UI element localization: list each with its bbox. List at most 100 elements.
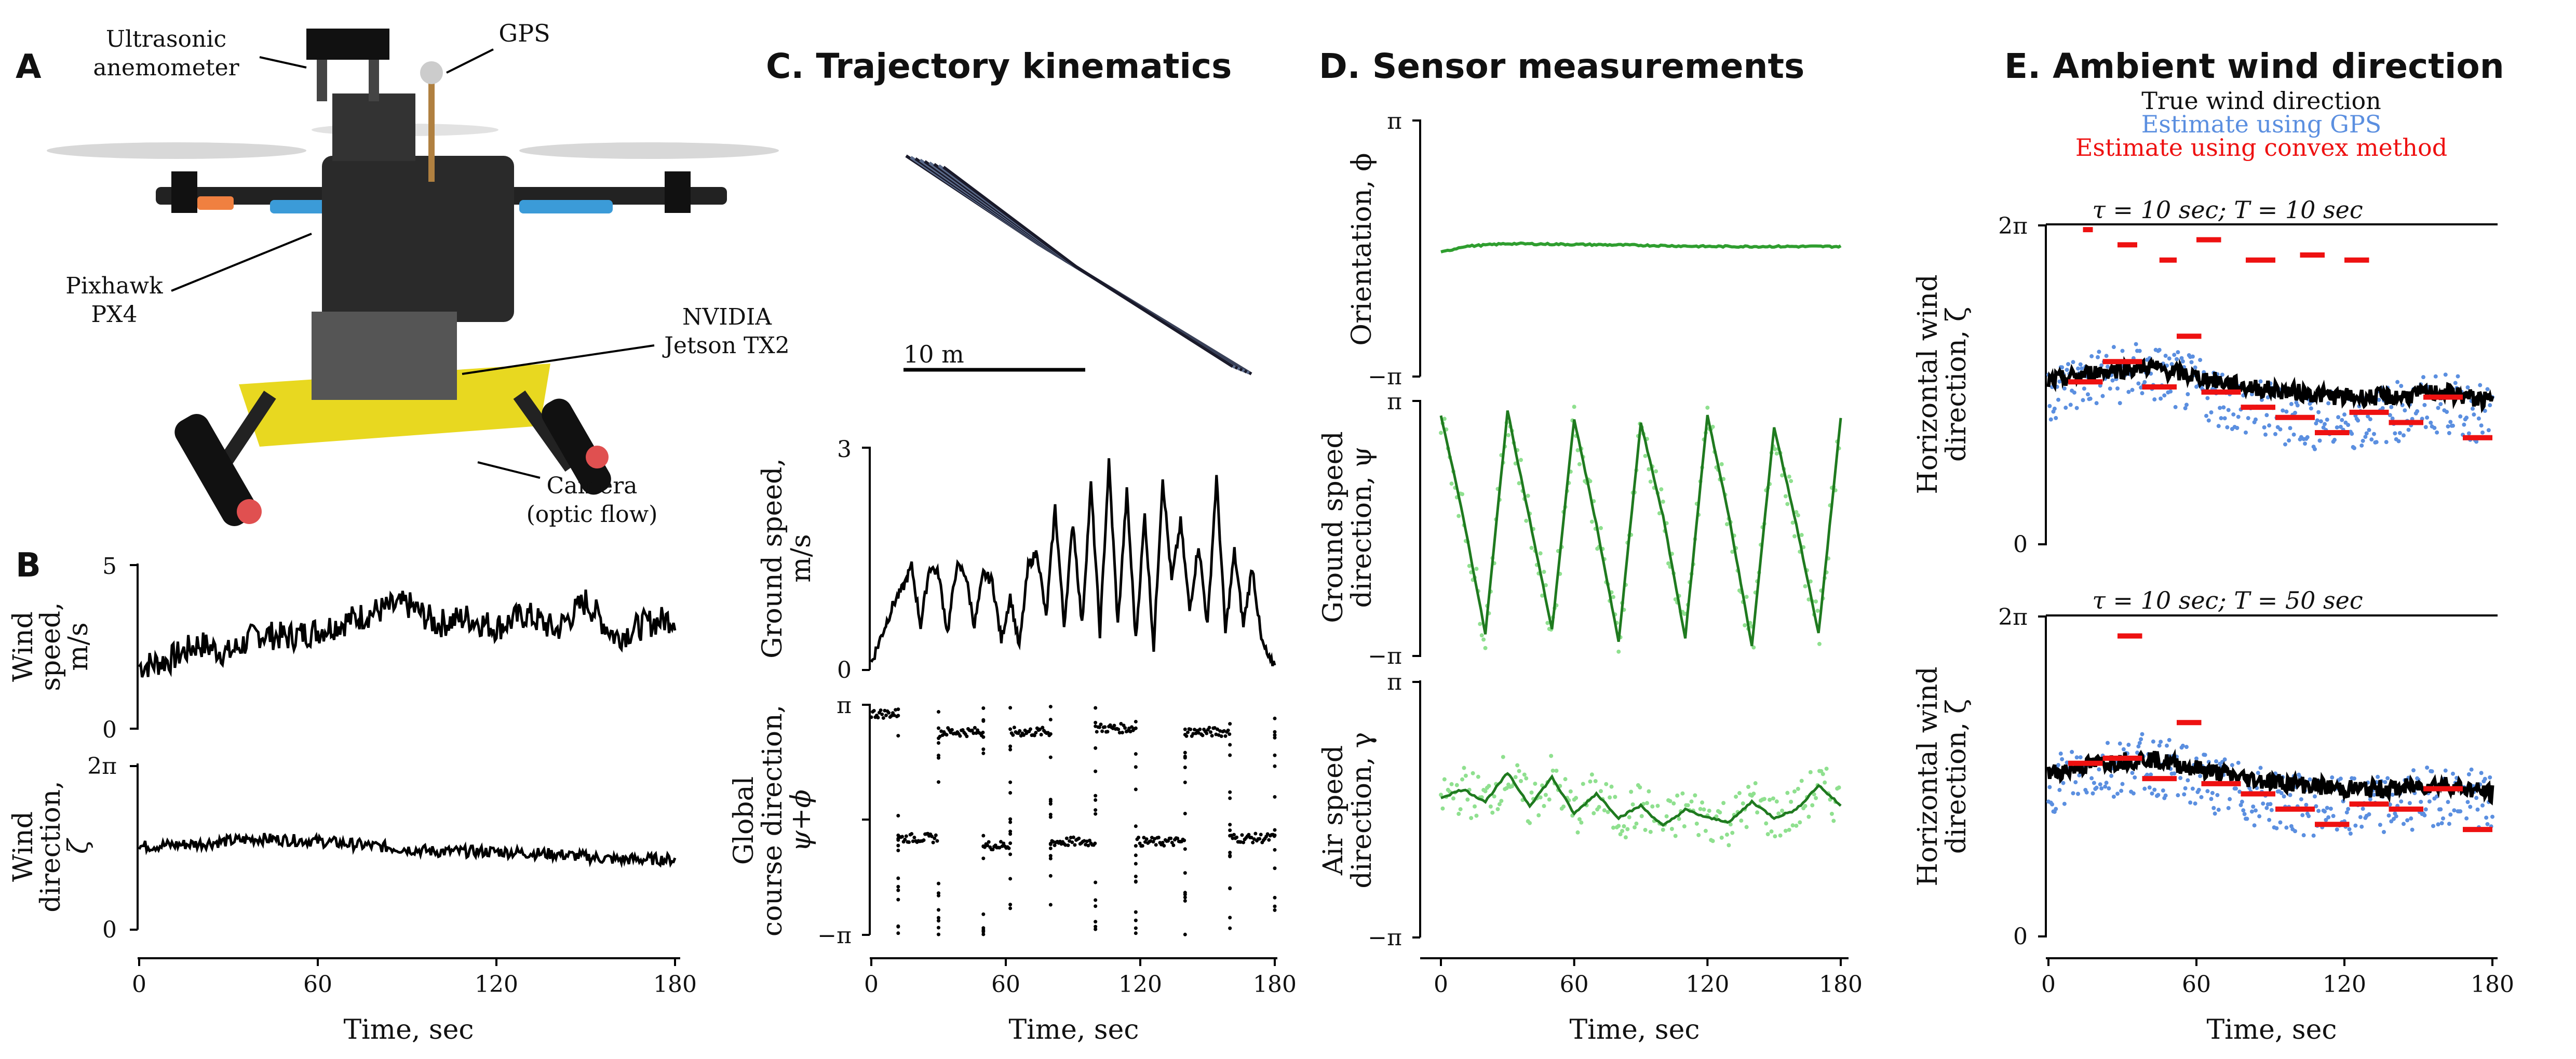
top-gps-dot <box>2189 360 2194 365</box>
course-dot <box>1119 722 1123 726</box>
bottom-gps-dot <box>2256 771 2260 775</box>
course-dot <box>1134 853 1138 857</box>
air-dir-raw-dot <box>1794 823 1799 828</box>
top-gps-dot <box>2100 394 2105 398</box>
course-dot <box>1094 920 1098 924</box>
bottom-gps-dot <box>2226 806 2231 810</box>
course-dot <box>911 839 915 843</box>
wind-speed-plot: 0 5 Wind speed, m/s <box>8 553 677 743</box>
air-dir-raw-dot <box>1483 789 1488 794</box>
top-gps-dot <box>2406 427 2411 432</box>
panel-b-xtick-120: 120 <box>475 971 518 998</box>
top-convex-estimate <box>2068 227 2492 440</box>
panel-e-xtick-0: 0 <box>2041 971 2056 998</box>
course-dot <box>1094 769 1098 773</box>
top-gps-dot <box>2082 386 2086 391</box>
air-dir-raw-dot <box>1771 796 1775 801</box>
course-dot <box>1039 733 1043 737</box>
course-dot <box>1228 722 1232 726</box>
air-dir-raw-dot <box>1751 792 1756 796</box>
course-dot <box>1183 766 1187 770</box>
course-dot <box>1094 924 1098 929</box>
bottom-gps-dot <box>2222 757 2227 762</box>
air-dir-raw-dot <box>1618 832 1623 837</box>
top-gps-dot <box>2350 432 2354 436</box>
course-dot <box>1238 840 1243 844</box>
panel-a-letter: A <box>16 48 42 86</box>
air-dir-raw-dot <box>1469 816 1474 821</box>
top-gps-dot <box>2162 393 2167 398</box>
ground-speed-tick-0: 0 <box>837 657 852 683</box>
bottom-gps-dot <box>2257 814 2262 819</box>
course-dot <box>1117 731 1122 735</box>
course-dot <box>1189 727 1193 731</box>
top-gps-dot <box>2356 418 2361 423</box>
air-dir-raw-dot <box>1620 829 1625 834</box>
top-gps-dot <box>2111 345 2116 350</box>
air-dir-raw-dot <box>1734 794 1738 799</box>
top-gps-dot <box>2183 406 2188 411</box>
air-dir-raw-dot <box>1487 784 1491 788</box>
course-dot <box>1094 898 1098 902</box>
top-gps-dot <box>2262 425 2267 430</box>
top-gps-dot <box>2283 442 2287 447</box>
top-gps-dot <box>2048 417 2053 422</box>
air-dir-raw-dot <box>1831 819 1836 823</box>
bottom-gps-dot <box>2330 775 2335 780</box>
air-dir-raw-dot <box>1714 814 1719 819</box>
top-gps-dot <box>2323 422 2327 426</box>
air-dir-raw-dot <box>1577 817 1582 822</box>
bottom-gps-dot <box>2211 806 2216 810</box>
air-dir-raw-dot <box>1719 835 1724 840</box>
ground-dir-raw-dot <box>1796 513 1800 518</box>
top-gps-dot <box>2318 419 2323 424</box>
top-gps-dot <box>2284 409 2289 414</box>
course-dot <box>912 836 916 840</box>
course-dot <box>1223 734 1228 738</box>
top-gps-dot <box>2474 439 2479 444</box>
top-gps-dot <box>2190 354 2195 359</box>
bottom-gps-dot <box>2119 788 2124 793</box>
wind-dir-ylabel-2: direction, <box>35 781 66 913</box>
top-gps-dot <box>2216 424 2221 428</box>
bottom-gps-dot <box>2335 827 2339 832</box>
course-dot <box>1048 797 1053 801</box>
ground-dir-raw-dot <box>1643 453 1648 458</box>
bottom-gps-dot <box>2439 821 2444 826</box>
ground-dir-raw-dot <box>1616 649 1621 654</box>
scalebar-label: 10 m <box>903 340 964 368</box>
course-dot <box>1123 726 1127 730</box>
course-dot <box>876 716 880 720</box>
course-dot <box>1253 832 1258 836</box>
top-gps-dot <box>2065 368 2069 372</box>
course-dot <box>1215 727 1219 731</box>
bottom-gps-dot <box>2341 799 2345 803</box>
bottom-gps-dot <box>2140 732 2145 736</box>
wind-dir-tick-2pi: 2π <box>87 753 117 780</box>
course-dot <box>1183 750 1187 755</box>
course-dot <box>1008 747 1013 752</box>
air-dir-raw-dot <box>1680 791 1685 796</box>
course-dot <box>896 884 900 889</box>
course-dot <box>1134 765 1138 769</box>
bottom-gps-dot <box>2410 827 2415 832</box>
course-dot <box>1008 852 1013 856</box>
course-dot <box>981 730 985 734</box>
course-dot <box>1000 844 1004 848</box>
course-dot <box>1070 840 1074 844</box>
air-dir-raw-dot <box>1456 812 1461 816</box>
top-gps-dot <box>2163 354 2168 358</box>
panel-e-xtick-180: 180 <box>2471 971 2514 998</box>
course-dot <box>1087 838 1091 842</box>
course-dot <box>1093 841 1097 846</box>
bottom-gps-dot <box>2436 822 2440 827</box>
bottom-gps-dot <box>2061 781 2066 785</box>
bottom-gps-dot <box>2234 786 2238 791</box>
top-gps-dot <box>2108 386 2112 391</box>
bottom-gps-dot <box>2104 781 2109 785</box>
course-dot <box>900 835 905 839</box>
air-dir-raw-dot <box>1504 786 1509 790</box>
air-dir-raw-dot <box>1604 782 1609 786</box>
course-dot <box>887 711 891 715</box>
air-dir-raw-dot <box>1724 833 1729 837</box>
